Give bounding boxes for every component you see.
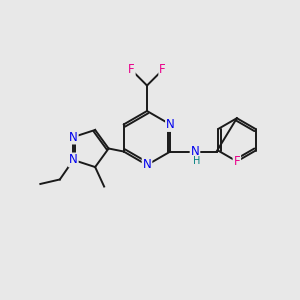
Text: N: N xyxy=(166,118,175,131)
Text: N: N xyxy=(190,145,200,158)
Text: N: N xyxy=(69,154,78,166)
Text: H: H xyxy=(193,156,200,166)
Text: F: F xyxy=(159,63,166,76)
Text: N: N xyxy=(142,158,152,172)
Text: F: F xyxy=(233,155,240,168)
Text: F: F xyxy=(128,63,135,76)
Text: N: N xyxy=(69,130,78,143)
